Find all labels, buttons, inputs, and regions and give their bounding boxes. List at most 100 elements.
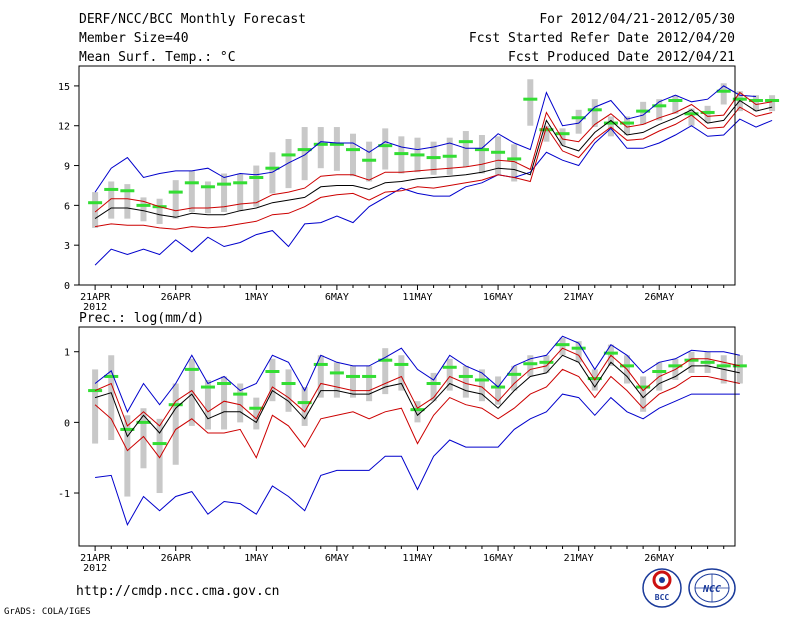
median-mark <box>346 374 361 378</box>
y-tick-label: 0 <box>64 418 70 429</box>
ensemble-box <box>172 383 179 465</box>
ensemble-box <box>221 376 228 430</box>
median-mark <box>104 374 119 378</box>
median-mark <box>732 97 747 101</box>
source-url: http://cmdp.ncc.cma.gov.cn <box>76 584 280 599</box>
ensemble-box <box>237 173 244 211</box>
median-mark <box>523 97 538 101</box>
ensemble-box <box>478 135 485 174</box>
median-mark <box>458 140 473 144</box>
ensemble-box <box>640 101 647 125</box>
median-mark <box>668 99 683 103</box>
median-mark <box>620 121 635 125</box>
ensemble-box <box>92 192 99 228</box>
median-mark <box>700 110 715 114</box>
ensemble-box <box>624 116 631 136</box>
median-mark <box>281 153 296 157</box>
year-label: 2012 <box>83 563 107 574</box>
upper-std-line <box>94 347 740 427</box>
ensemble-box <box>527 355 534 377</box>
ensemble-box <box>462 365 469 398</box>
median-mark <box>184 367 199 371</box>
ensemble-box <box>188 358 195 426</box>
median-mark <box>378 358 393 362</box>
forecast-period: For 2012/04/21-2012/05/30 <box>539 12 735 27</box>
median-mark <box>748 99 763 103</box>
median-mark <box>265 166 280 170</box>
max-line <box>94 85 757 193</box>
median-mark <box>168 403 183 407</box>
x-tick-label: 1MAY <box>244 292 268 303</box>
median-mark <box>555 343 570 347</box>
ensemble-box <box>269 358 276 402</box>
median-mark <box>442 154 457 158</box>
median-mark <box>249 406 264 410</box>
ensemble-box <box>575 109 582 134</box>
median-mark <box>233 181 248 185</box>
ensemble-box <box>720 83 727 105</box>
median-mark <box>458 374 473 378</box>
ensemble-box <box>640 376 647 412</box>
x-tick-label: 26APR <box>161 292 192 303</box>
y-tick-label: 1 <box>64 348 70 359</box>
mean-line <box>94 99 773 220</box>
median-mark <box>491 150 506 154</box>
median-mark <box>571 346 586 350</box>
grads-credit: GrADS: COLA/IGES <box>4 607 91 617</box>
plot-frame <box>78 326 736 547</box>
median-mark <box>120 189 135 193</box>
median-mark <box>394 152 409 156</box>
median-mark <box>410 153 425 157</box>
x-tick-label: 26MAY <box>644 292 674 303</box>
ensemble-box <box>350 133 357 177</box>
ensemble-box <box>156 418 163 494</box>
min-line <box>95 393 740 527</box>
precipitation-panel: -1 0 1 21APR 26APR 1MAY 6MAY 11MAY 16MAY 21MAY 26M… <box>58 326 747 574</box>
y-tick-label: 12 <box>58 122 70 133</box>
ensemble-box <box>301 387 308 426</box>
ensemble-box <box>478 369 485 402</box>
median-mark <box>587 377 602 381</box>
ensemble-box <box>188 170 195 212</box>
x-tick-label: 6MAY <box>325 292 349 303</box>
ensemble-box <box>704 105 711 124</box>
ensemble-box <box>301 127 308 181</box>
median-mark <box>539 360 554 364</box>
bcc-logo: BCC <box>642 568 682 608</box>
ensemble-box <box>527 79 534 126</box>
x-tick-label: 21APR <box>80 292 111 303</box>
ensemble-box <box>559 128 566 146</box>
ensemble-box <box>495 136 502 175</box>
median-mark <box>297 148 312 152</box>
median-mark <box>362 374 377 378</box>
median-mark <box>442 365 457 369</box>
ensemble-box <box>543 355 550 373</box>
median-mark <box>233 392 248 396</box>
median-mark <box>700 360 715 364</box>
median-mark <box>329 371 344 375</box>
y-tick-label: 3 <box>64 241 70 252</box>
ensemble-box <box>317 127 324 169</box>
ensemble-box <box>752 95 759 112</box>
ensemble-box <box>511 365 518 391</box>
x-tick-label: 21APR <box>80 553 111 564</box>
ensemble-box <box>285 139 292 189</box>
median-mark <box>168 190 183 194</box>
x-tick-label: 16MAY <box>483 292 513 303</box>
y-tick-label: 6 <box>64 201 70 212</box>
ensemble-box <box>253 165 260 207</box>
median-mark <box>732 364 747 368</box>
ensemble-box <box>607 116 614 137</box>
median-mark <box>378 144 393 148</box>
median-mark <box>136 203 151 207</box>
median-mark <box>523 362 538 366</box>
y-tick-label: 9 <box>64 162 70 173</box>
ensemble-box <box>430 372 437 402</box>
ensemble-box <box>237 383 244 423</box>
ensemble-box <box>575 341 582 363</box>
ncc-logo-text: NCC <box>702 584 721 595</box>
mean-line <box>94 354 740 438</box>
ensemble-box <box>285 369 292 412</box>
bcc-logo-text: BCC <box>655 593 670 602</box>
